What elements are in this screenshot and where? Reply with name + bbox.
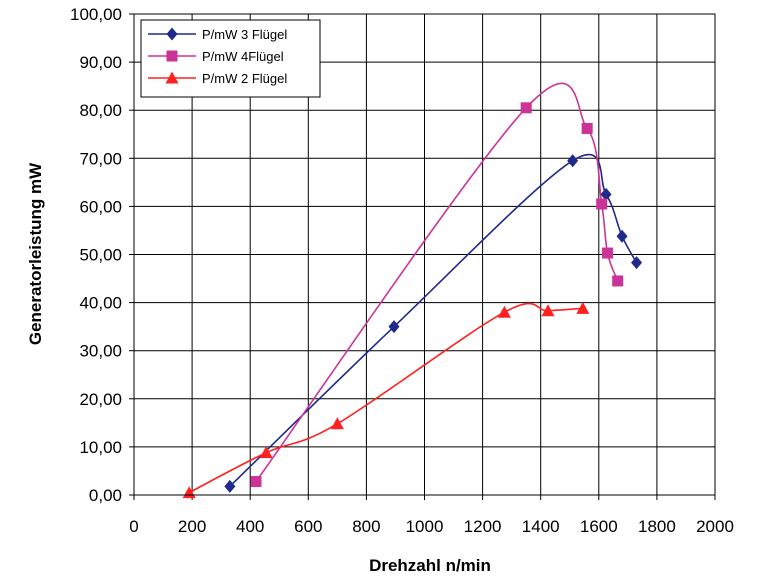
x-axis-title: Drehzahl n/min xyxy=(369,556,491,575)
data-point-series-3 xyxy=(576,301,590,314)
legend-marker xyxy=(166,50,178,62)
data-point-series-3 xyxy=(330,417,344,430)
data-point-series-1 xyxy=(616,229,628,243)
x-tick-label: 1400 xyxy=(522,517,560,536)
plot-border xyxy=(133,13,716,496)
legend-marker xyxy=(166,27,178,41)
x-tick-labels: 0 200 400 600 800 1000 1200 1400 1600 1800 2000 xyxy=(129,517,734,536)
data-point-series-1 xyxy=(567,154,579,168)
y-tick-label: 30,00 xyxy=(79,342,122,361)
x-tick-label: 2000 xyxy=(696,517,734,536)
y-tick-label: 70,00 xyxy=(79,149,122,168)
y-tick-label: 20,00 xyxy=(79,390,122,409)
legend: P/mW 3 Flügel P/mW 4Flügel P/mW 2 Flügel xyxy=(140,19,321,98)
data-point-series-1 xyxy=(224,479,236,493)
legend-marker xyxy=(165,71,179,84)
y-axis-title: Generatorleistung mW xyxy=(26,162,45,345)
y-tick-label: 90,00 xyxy=(79,53,122,72)
y-tick-labels: 0,00 10,00 20,00 30,00 40,00 50,00 60,00 70,00 8… xyxy=(70,5,122,505)
y-tick-label: 40,00 xyxy=(79,294,122,313)
x-tick-label: 1600 xyxy=(580,517,618,536)
y-tick-label: 100,00 xyxy=(70,5,122,24)
data-point-series-2 xyxy=(612,275,624,287)
data-point-series-1 xyxy=(600,187,612,201)
x-tick-label: 1200 xyxy=(464,517,502,536)
data-point-series-3 xyxy=(497,305,511,318)
y-tick-label: 0,00 xyxy=(89,486,122,505)
data-point-series-1 xyxy=(388,320,400,334)
x-tick-label: 400 xyxy=(236,517,264,536)
x-tick-label: 600 xyxy=(294,517,322,536)
x-tick-label: 1000 xyxy=(406,517,444,536)
data-point-series-3 xyxy=(259,446,273,459)
x-tick-label: 200 xyxy=(178,517,206,536)
y-tick-label: 80,00 xyxy=(79,101,122,120)
data-point-series-2 xyxy=(581,122,593,134)
legend-label: P/mW 2 Flügel xyxy=(202,71,287,86)
x-tick-label: 800 xyxy=(352,517,380,536)
x-tick-label: 1800 xyxy=(638,517,676,536)
legend-label: P/mW 4Flügel xyxy=(202,49,284,64)
y-tick-label: 50,00 xyxy=(79,246,122,265)
y-tick-label: 10,00 xyxy=(79,438,122,457)
y-tick-label: 60,00 xyxy=(79,197,122,216)
legend-label: P/mW 3 Flügel xyxy=(202,27,287,42)
data-point-series-2 xyxy=(520,102,532,114)
data-point-series-2 xyxy=(602,247,614,259)
data-point-series-3 xyxy=(541,304,555,317)
data-point-series-1 xyxy=(631,256,643,270)
data-point-series-2 xyxy=(596,198,608,210)
x-tick-label: 0 xyxy=(129,517,138,536)
data-point-series-2 xyxy=(250,476,262,488)
